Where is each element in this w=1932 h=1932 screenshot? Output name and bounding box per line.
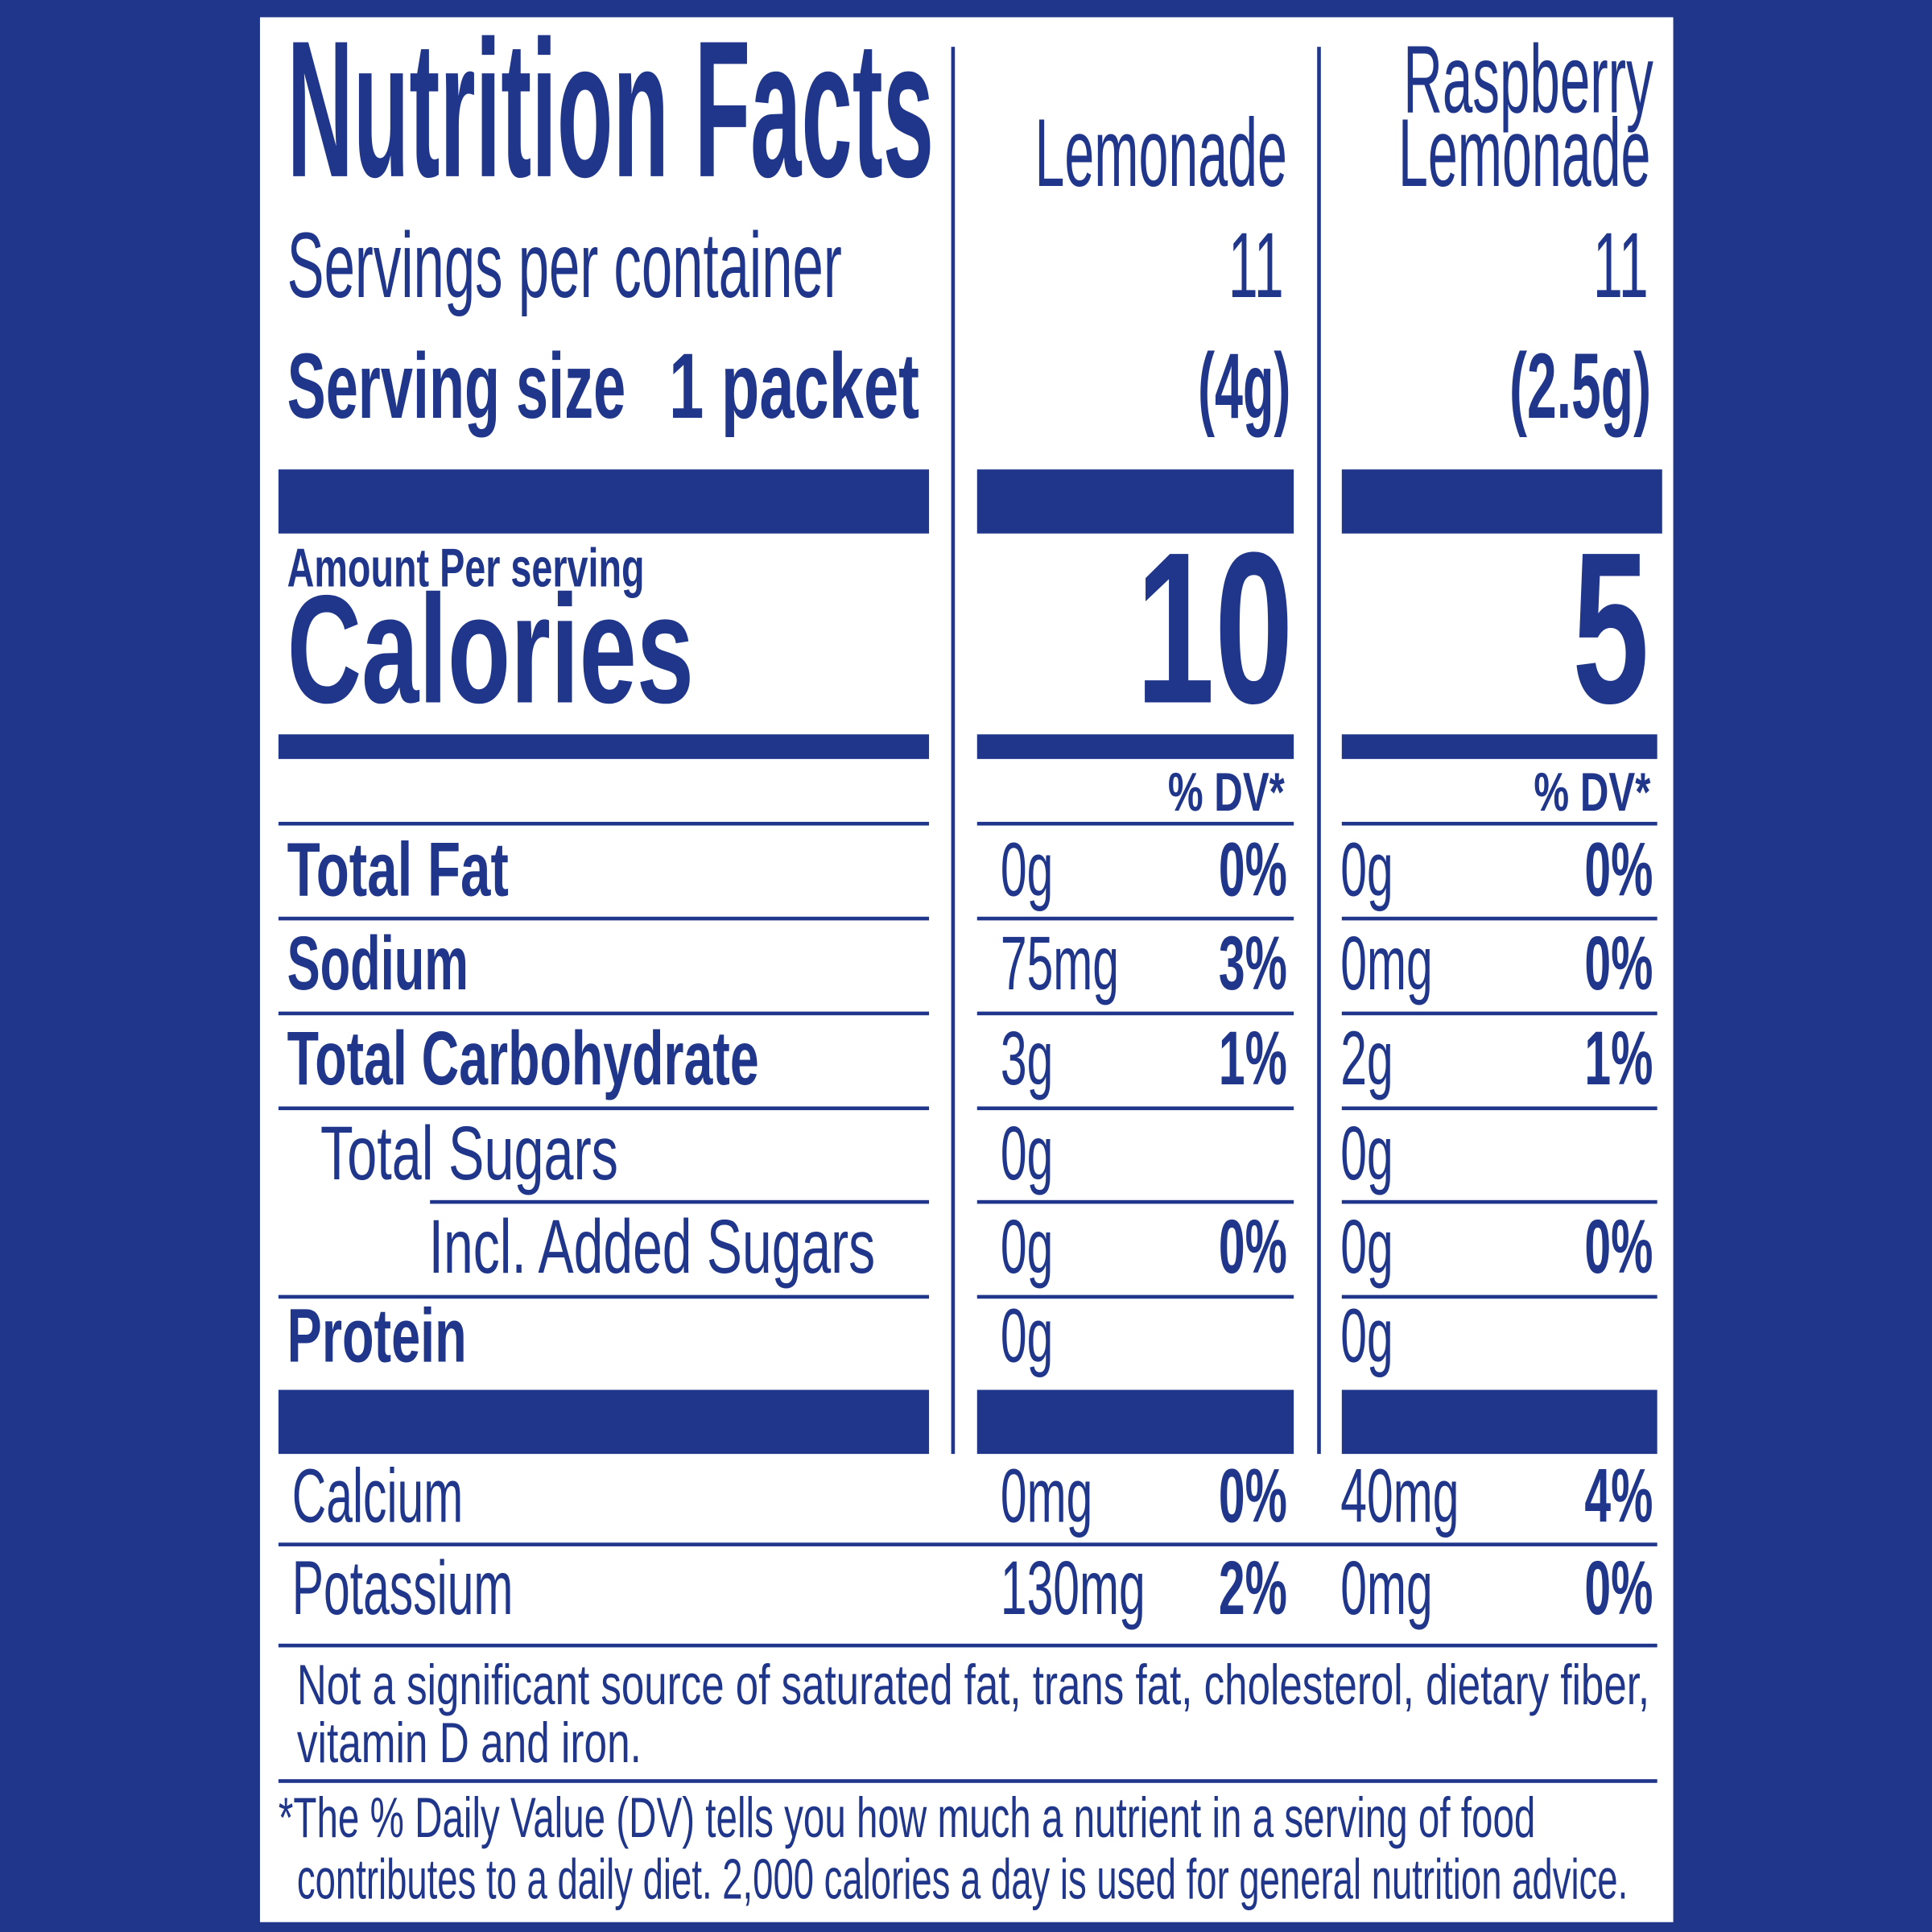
serving-size-value: 1 packet [669, 333, 920, 437]
dv-header: % DV* [1168, 763, 1286, 824]
row-rule [278, 1542, 1657, 1546]
not-significant-text: vitamin D and iron. [296, 1709, 642, 1774]
not-significant-text: Not a significant source of saturated fa… [296, 1651, 1650, 1716]
nutrient-dv: 1% [1219, 1017, 1288, 1102]
medium-rule [976, 734, 1294, 759]
row-rule [976, 1105, 1294, 1110]
nutrient-label: Total Carbohydrate [287, 1017, 759, 1102]
row-rule [1341, 1199, 1657, 1203]
row-rule [976, 1199, 1294, 1203]
servings-value: 11 [1228, 213, 1284, 316]
nutrient-dv: 0% [1585, 1205, 1654, 1290]
dv-header: % DV* [1534, 763, 1652, 824]
mineral-amount: 0mg [1340, 1546, 1433, 1632]
column-header-lemonade: Lemonade [1035, 98, 1288, 207]
mineral-dv: 0% [1585, 1546, 1654, 1632]
nutrient-amount: 0g [1340, 1294, 1393, 1380]
row-rule [976, 1010, 1294, 1015]
row-rule [278, 1779, 1657, 1783]
nutrient-amount: 2g [1340, 1017, 1393, 1102]
row-rule [430, 1199, 930, 1203]
row-rule [1341, 1105, 1657, 1110]
row-rule [1341, 821, 1657, 825]
row-rule [1341, 916, 1657, 920]
nutrient-dv: 0% [1585, 922, 1654, 1007]
nutrient-dv: 0% [1585, 828, 1654, 914]
thick-rule [976, 469, 1294, 534]
column-divider [1317, 47, 1321, 1455]
thick-rule [1341, 1389, 1657, 1455]
mineral-amount: 40mg [1340, 1454, 1459, 1540]
row-rule [278, 821, 930, 825]
thick-rule [278, 1389, 930, 1455]
mineral-amount: 0mg [1000, 1454, 1093, 1540]
nutrient-dv: 0% [1219, 1205, 1288, 1290]
column-header-lemonade: Lemonade [1398, 98, 1652, 207]
medium-rule [1341, 734, 1657, 759]
column-header-raspberry: Raspberry [1403, 24, 1654, 133]
mineral-label: Calcium [291, 1454, 464, 1540]
row-rule [1341, 1294, 1657, 1298]
row-rule [976, 821, 1294, 825]
column-divider [951, 47, 956, 1455]
row-rule [278, 1010, 930, 1015]
thick-rule [976, 1389, 1294, 1455]
serving-size-label: Serving size [287, 333, 626, 437]
row-rule [976, 1294, 1294, 1298]
nutrient-amount: 3g [1000, 1017, 1054, 1102]
title: Nutrition Facts [287, 1, 935, 218]
medium-rule [278, 734, 930, 759]
thick-rule [1341, 469, 1662, 534]
row-rule [1341, 1010, 1657, 1015]
mineral-dv: 0% [1219, 1454, 1288, 1540]
nutrient-dv: 0% [1219, 828, 1288, 914]
nutrient-label: Total Fat [287, 828, 509, 914]
servings-value: 11 [1593, 213, 1649, 316]
calories-value: 5 [1571, 508, 1649, 749]
thick-rule [278, 469, 930, 534]
amount-per-serving: Amount Per serving [287, 539, 645, 600]
row-rule [278, 1643, 1657, 1648]
footnote-text: *The % Daily Value (DV) tells you how mu… [278, 1785, 1536, 1849]
nutrient-amount: 0g [1340, 828, 1393, 914]
nutrient-label: Sodium [287, 922, 469, 1007]
nutrient-label: Protein [287, 1294, 467, 1380]
servings-label: Servings per container [287, 213, 842, 316]
mineral-dv: 2% [1219, 1546, 1288, 1632]
nutrient-amount: 0g [1000, 828, 1054, 914]
calories-label: Calories [287, 564, 695, 736]
nutrition-facts-panel [259, 17, 1674, 1922]
row-rule [278, 1294, 930, 1298]
nutrient-amount: 75mg [1000, 922, 1120, 1007]
mineral-dv: 4% [1585, 1454, 1654, 1540]
mineral-label: Potassium [291, 1546, 514, 1632]
nutrient-amount: 0g [1000, 1294, 1054, 1380]
footnote-text: contributes to a daily diet. 2,000 calor… [296, 1846, 1629, 1911]
nutrient-dv: 1% [1585, 1017, 1654, 1102]
row-rule [278, 916, 930, 920]
nutrient-label: Incl. Added Sugars [428, 1205, 876, 1290]
row-rule [278, 1105, 930, 1110]
nutrient-label: Total Sugars [320, 1111, 618, 1197]
serving-weight: (4g) [1197, 333, 1290, 437]
nutrient-amount: 0mg [1340, 922, 1433, 1007]
row-rule [976, 916, 1294, 920]
nutrient-amount: 0g [1340, 1205, 1393, 1290]
nutrient-amount: 0g [1000, 1205, 1054, 1290]
nutrient-dv: 3% [1219, 922, 1288, 1007]
mineral-amount: 130mg [1000, 1546, 1146, 1632]
nutrient-amount: 0g [1000, 1111, 1054, 1197]
calories-value: 10 [1136, 508, 1294, 749]
serving-weight: (2.5g) [1509, 333, 1652, 437]
nutrient-amount: 0g [1340, 1111, 1393, 1197]
